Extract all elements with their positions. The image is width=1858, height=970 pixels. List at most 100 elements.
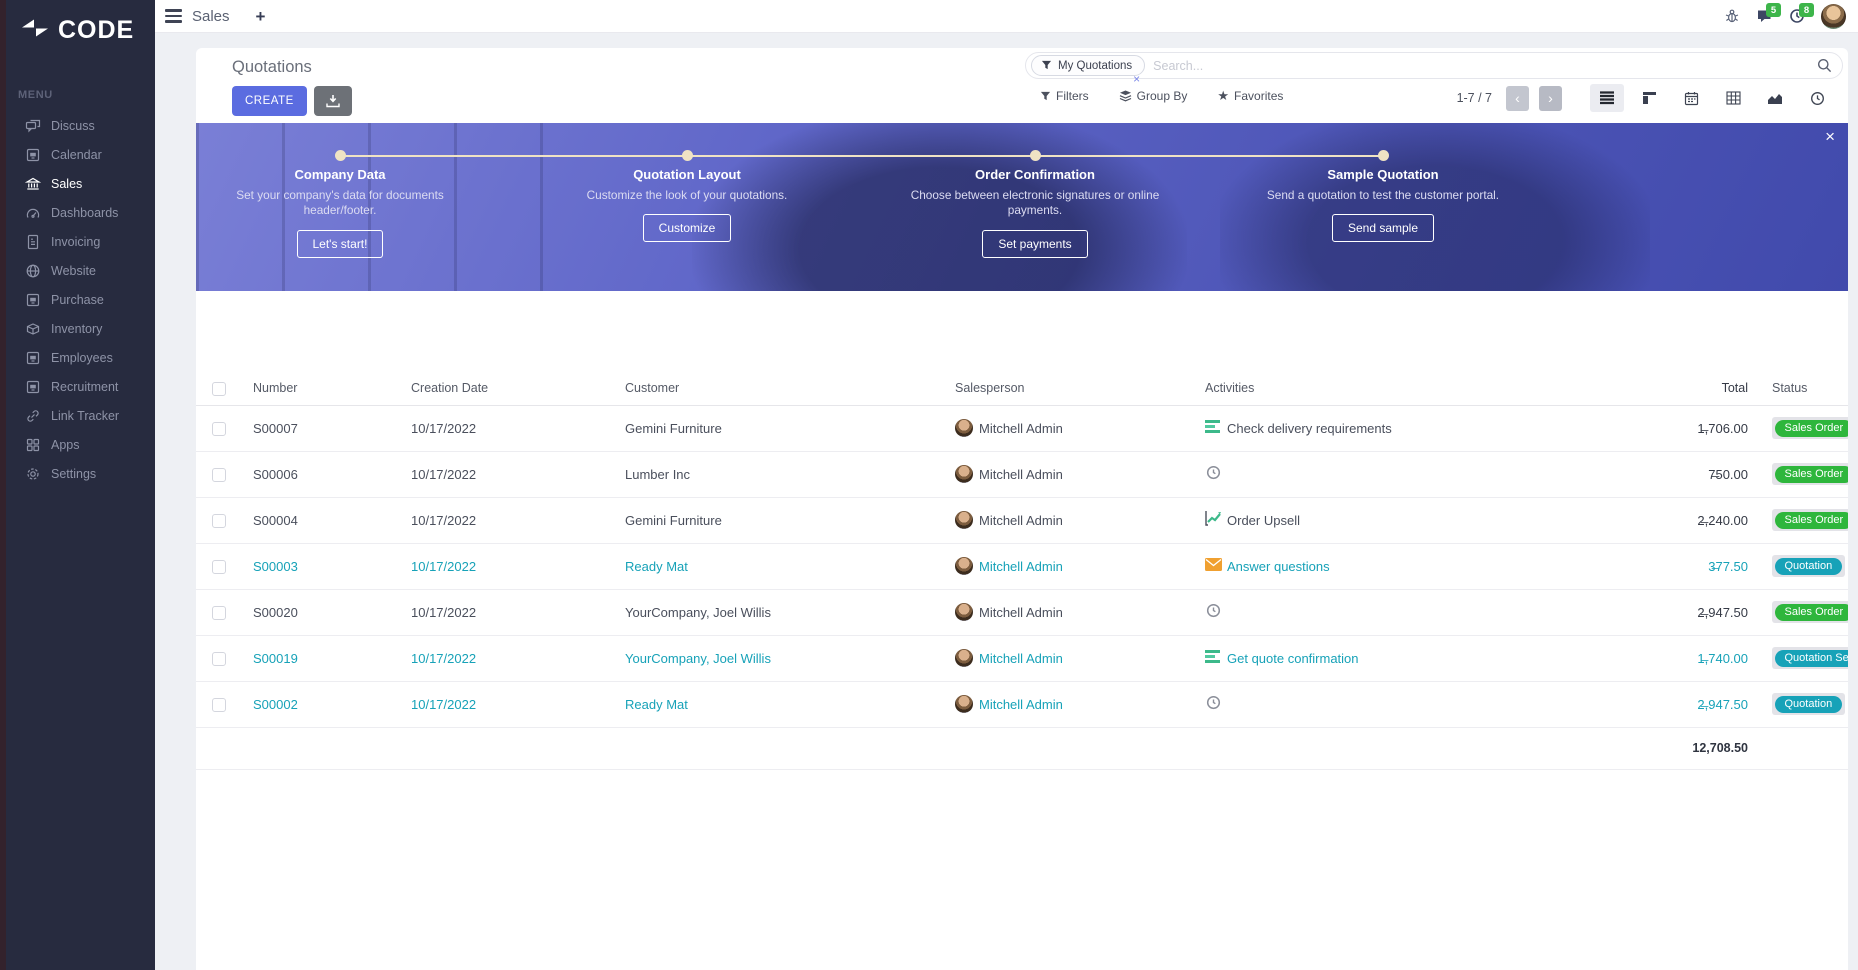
search-bar[interactable]: My Quotations × — [1025, 52, 1843, 86]
activity-icon[interactable] — [1205, 511, 1222, 529]
activity-icon[interactable] — [1205, 465, 1222, 483]
row-checkbox[interactable] — [212, 697, 226, 712]
gear-icon — [24, 466, 41, 482]
cell-activity[interactable]: Order Upsell — [1227, 512, 1300, 528]
sidebar-item-settings[interactable]: Settings — [0, 459, 155, 488]
row-checkbox[interactable] — [212, 651, 226, 666]
filters-button[interactable]: Filters — [1040, 89, 1089, 103]
select-all-checkbox[interactable] — [212, 381, 226, 396]
pivot-view-button[interactable] — [1716, 84, 1750, 112]
debug-bug-icon[interactable] — [1724, 8, 1740, 24]
sidebar-item-employees[interactable]: Employees — [0, 343, 155, 372]
column-header-customer[interactable]: Customer — [625, 371, 955, 406]
row-checkbox[interactable] — [212, 467, 226, 482]
sidebar-item-recruitment[interactable]: Recruitment — [0, 372, 155, 401]
user-avatar[interactable] — [1821, 3, 1846, 29]
salesperson-avatar — [955, 557, 973, 576]
logo[interactable]: CODE — [0, 0, 155, 45]
status-badge: Sales Order — [1772, 600, 1848, 624]
search-facet[interactable]: My Quotations × — [1031, 55, 1146, 86]
row-checkbox[interactable] — [212, 421, 226, 436]
cell-activity[interactable]: Get quote confirmation — [1227, 650, 1359, 666]
activity-view-button[interactable] — [1800, 84, 1834, 112]
status-badge: Quotation Sent — [1772, 646, 1848, 670]
menu-section-label: MENU — [18, 89, 53, 101]
facet-remove-icon[interactable]: × — [1133, 72, 1141, 86]
activity-icon[interactable] — [1205, 603, 1222, 621]
cell-activity[interactable]: Answer questions — [1227, 558, 1330, 574]
cell-date: 10/17/2022 — [411, 543, 625, 590]
sidebar-item-link-tracker[interactable]: Link Tracker — [0, 401, 155, 430]
column-header-total[interactable]: Total — [1602, 371, 1748, 406]
onboarding-banner: Company Data Set your company's data for… — [196, 123, 1848, 291]
sidebar-item-purchase[interactable]: Purchase — [0, 285, 155, 314]
table-row[interactable]: S00020 10/17/2022 YourCompany, Joel Will… — [196, 589, 1848, 636]
activity-icon[interactable] — [1205, 557, 1222, 575]
column-header-activities[interactable]: Activities — [1205, 371, 1602, 406]
column-header-number[interactable]: Number — [253, 371, 411, 406]
filter-funnel-icon — [1041, 60, 1052, 70]
activity-icon[interactable] — [1205, 695, 1222, 713]
table-row[interactable]: S00003 10/17/2022 Ready Mat Mitchell Adm… — [196, 543, 1848, 590]
sidebar-item-website[interactable]: Website — [0, 256, 155, 285]
grid-icon — [24, 437, 41, 453]
sidebar-item-dashboards[interactable]: Dashboards — [0, 198, 155, 227]
activity-clock-icon[interactable]: 8 — [1789, 3, 1814, 24]
cell-salesperson: Mitchell Admin — [979, 558, 1063, 574]
messages-icon[interactable]: 5 — [1756, 3, 1781, 24]
column-header-creation-date[interactable]: Creation Date — [411, 371, 625, 406]
sidebar-item-invoicing[interactable]: Invoicing — [0, 227, 155, 256]
page-title: Quotations — [232, 58, 312, 76]
export-button[interactable] — [313, 86, 352, 116]
sidebar-item-label: Invoicing — [51, 234, 101, 249]
table-row[interactable]: S00002 10/17/2022 Ready Mat Mitchell Adm… — [196, 681, 1848, 728]
salesperson-avatar — [955, 419, 973, 438]
favorites-button[interactable]: ★ Favorites — [1217, 88, 1283, 104]
table-row[interactable]: S00007 10/17/2022 Gemini Furniture Mitch… — [196, 405, 1848, 452]
row-checkbox[interactable] — [212, 559, 226, 574]
sidebar-item-sales[interactable]: Sales — [0, 169, 155, 198]
active-app-name[interactable]: Sales — [192, 7, 230, 25]
banner-close-icon[interactable]: × — [1825, 127, 1835, 146]
pager-prev-button[interactable]: ‹ — [1506, 85, 1529, 111]
column-header-salesperson[interactable]: Salesperson — [955, 371, 1205, 406]
sidebar-item-discuss[interactable]: Discuss — [0, 111, 155, 140]
groupby-label: Group By — [1136, 89, 1188, 103]
table-row[interactable]: S00019 10/17/2022 YourCompany, Joel Will… — [196, 635, 1848, 682]
step-description: Set your company's data for documents he… — [236, 188, 444, 218]
send-sample-button[interactable]: Send sample — [1331, 214, 1435, 243]
create-button[interactable]: CREATE — [232, 86, 307, 116]
status-badge: Quotation — [1772, 692, 1845, 716]
sidebar-item-apps[interactable]: Apps — [0, 430, 155, 459]
salesperson-avatar — [955, 465, 973, 484]
set-payments-button[interactable]: Set payments — [982, 229, 1088, 258]
calendar-view-button[interactable] — [1674, 84, 1708, 112]
search-input[interactable] — [1153, 58, 1817, 73]
step-title: Sample Quotation — [1327, 167, 1439, 182]
sidebar-item-inventory[interactable]: Inventory — [0, 314, 155, 343]
table-row[interactable]: S00006 10/17/2022 Lumber Inc Mitchell Ad… — [196, 451, 1848, 498]
activity-icon[interactable] — [1205, 419, 1222, 437]
search-icon[interactable] — [1817, 58, 1832, 73]
status-badge-label: Sales Order — [1774, 603, 1848, 621]
list-view-button[interactable] — [1590, 84, 1624, 112]
activity-icon[interactable] — [1205, 649, 1222, 667]
pager-next-button[interactable]: › — [1539, 85, 1562, 111]
table-header-row: Number Creation Date Customer Salesperso… — [196, 371, 1848, 406]
column-header-status[interactable]: Status — [1748, 371, 1848, 406]
graph-view-button[interactable] — [1758, 84, 1792, 112]
new-tab-plus-icon[interactable]: + — [255, 6, 266, 26]
cell-activity[interactable]: Check delivery requirements — [1227, 420, 1392, 436]
customize-button[interactable]: Customize — [642, 214, 732, 243]
hamburger-menu-icon[interactable] — [165, 9, 182, 23]
cell-number: S00002 — [253, 681, 411, 728]
kanban-view-button[interactable] — [1632, 84, 1666, 112]
row-checkbox[interactable] — [212, 513, 226, 528]
groupby-button[interactable]: Group By — [1119, 89, 1188, 103]
sidebar-item-label: Website — [51, 263, 96, 278]
sidebar-item-calendar[interactable]: Calendar — [0, 140, 155, 169]
timeline-line — [340, 155, 1383, 157]
row-checkbox[interactable] — [212, 605, 226, 620]
table-row[interactable]: S00004 10/17/2022 Gemini Furniture Mitch… — [196, 497, 1848, 544]
lets-start-button[interactable]: Let's start! — [296, 229, 384, 258]
